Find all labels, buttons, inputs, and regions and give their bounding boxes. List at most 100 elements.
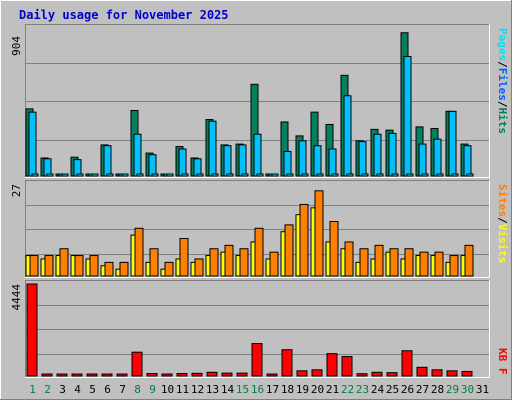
kbytes-bar-day-16 xyxy=(251,342,263,377)
panel-1-legend: Sites/Visits xyxy=(496,184,509,264)
legend-space xyxy=(496,361,509,368)
x-day-label-26: 26 xyxy=(401,383,414,396)
files-bar-day-29 xyxy=(448,110,457,177)
pages-bar-day-29 xyxy=(451,173,459,177)
files-bar-day-2 xyxy=(43,158,52,177)
legend-sep-3: / xyxy=(496,217,509,224)
sites-bar-day-22 xyxy=(344,241,354,277)
pages-bar-day-22 xyxy=(346,173,354,177)
files-bar-day-19 xyxy=(298,140,307,177)
legend-files: Files xyxy=(496,68,509,101)
pages-bar-day-23 xyxy=(361,173,369,177)
chart-title: Daily usage for November 2025 xyxy=(19,8,229,22)
pages-bar-day-8 xyxy=(136,173,144,177)
pages-bar-day-16 xyxy=(256,173,264,177)
files-bar-day-28 xyxy=(433,138,442,177)
panel-0-ymax-label: 904 xyxy=(10,36,23,56)
files-bar-day-14 xyxy=(223,145,232,177)
kbytes-bar-day-18 xyxy=(281,349,293,377)
files-bar-day-12 xyxy=(193,158,202,177)
x-day-label-4: 4 xyxy=(74,383,81,396)
sites-bar-day-7 xyxy=(119,261,129,277)
x-day-label-11: 11 xyxy=(176,383,189,396)
files-bar-day-22 xyxy=(343,95,352,177)
files-bar-day-15 xyxy=(238,144,247,177)
sites-bar-day-16 xyxy=(254,227,264,277)
pages-bar-day-11 xyxy=(181,173,189,177)
x-day-label-18: 18 xyxy=(281,383,294,396)
x-day-label-2: 2 xyxy=(44,383,51,396)
kbytes-bar-day-17 xyxy=(266,373,278,377)
pages-bar-day-10 xyxy=(166,173,174,177)
pages-bar-day-14 xyxy=(226,173,234,177)
sites-bar-day-15 xyxy=(239,248,249,277)
sites-bar-day-9 xyxy=(149,248,159,277)
x-day-label-16: 16 xyxy=(251,383,264,396)
pages-bar-day-3 xyxy=(61,173,69,177)
legend-sites: Sites xyxy=(496,184,509,217)
sites-bar-day-5 xyxy=(89,255,99,277)
legend-pages: Pages xyxy=(496,28,509,61)
sites-bar-day-8 xyxy=(134,227,144,277)
pages-bar-day-19 xyxy=(301,173,309,177)
panel-1-ymax-label: 27 xyxy=(10,184,23,197)
files-bar-day-9 xyxy=(148,154,157,177)
sites-bar-day-12 xyxy=(194,258,204,277)
kbytes-bar-day-29 xyxy=(446,370,458,377)
x-day-label-25: 25 xyxy=(386,383,399,396)
pages-bar-day-21 xyxy=(331,173,339,177)
kbytes-bar-day-1 xyxy=(26,283,38,377)
sites-bar-day-21 xyxy=(329,220,339,277)
pages-bar-day-15 xyxy=(241,173,249,177)
legend-f: F xyxy=(496,368,509,375)
pages-bar-day-9 xyxy=(151,173,159,177)
x-day-label-7: 7 xyxy=(119,383,126,396)
kbytes-bar-day-14 xyxy=(221,372,233,377)
kbytes-bar-day-30 xyxy=(461,370,473,377)
files-bar-day-23 xyxy=(358,141,367,177)
kbytes-bar-day-25 xyxy=(386,372,398,377)
sites-bar-day-20 xyxy=(314,190,324,277)
pages-bar-day-25 xyxy=(391,173,399,177)
x-day-label-14: 14 xyxy=(221,383,235,396)
x-day-label-1: 1 xyxy=(29,383,36,396)
kbytes-bar-day-22 xyxy=(341,356,353,377)
legend-sep-1: / xyxy=(496,61,509,68)
x-day-label-22: 22 xyxy=(341,383,354,396)
pages-bar-day-2 xyxy=(46,173,54,177)
pages-bar-day-1 xyxy=(31,173,39,177)
sites-bar-day-13 xyxy=(209,248,219,277)
kbytes-bar-day-6 xyxy=(101,373,113,377)
kbytes-bar-day-23 xyxy=(356,373,368,377)
panel-0-legend: Pages/Files/Hits xyxy=(496,28,509,134)
files-bar-day-27 xyxy=(418,143,427,177)
kbytes-bar-day-10 xyxy=(161,373,173,377)
sites-bar-day-6 xyxy=(104,261,114,277)
sites-bar-day-17 xyxy=(269,251,279,277)
kbytes-bar-day-4 xyxy=(71,373,83,377)
pages-bar-day-28 xyxy=(436,173,444,177)
sites-bar-day-26 xyxy=(404,248,414,277)
sites-bar-day-24 xyxy=(374,244,384,277)
sites-bar-day-27 xyxy=(419,251,429,277)
files-bar-day-25 xyxy=(388,132,397,177)
x-day-label-23: 23 xyxy=(356,383,369,396)
sites-bar-day-11 xyxy=(179,238,189,277)
x-day-label-31: 31 xyxy=(476,383,489,396)
pages-bar-day-6 xyxy=(106,173,114,177)
legend-sep-2: / xyxy=(496,101,509,108)
x-day-label-21: 21 xyxy=(326,383,339,396)
x-day-label-28: 28 xyxy=(431,383,444,396)
kbytes-bar-day-21 xyxy=(326,353,338,377)
pages-bar-day-24 xyxy=(376,173,384,177)
x-day-label-29: 29 xyxy=(446,383,459,396)
x-day-label-10: 10 xyxy=(161,383,174,396)
kbytes-bar-day-20 xyxy=(311,369,323,377)
x-day-label-15: 15 xyxy=(236,383,249,396)
files-bar-day-24 xyxy=(373,133,382,177)
files-bar-day-26 xyxy=(403,55,412,177)
sites-bar-day-18 xyxy=(284,224,294,277)
sites-bar-day-25 xyxy=(389,248,399,277)
pages-bar-day-5 xyxy=(91,173,99,177)
